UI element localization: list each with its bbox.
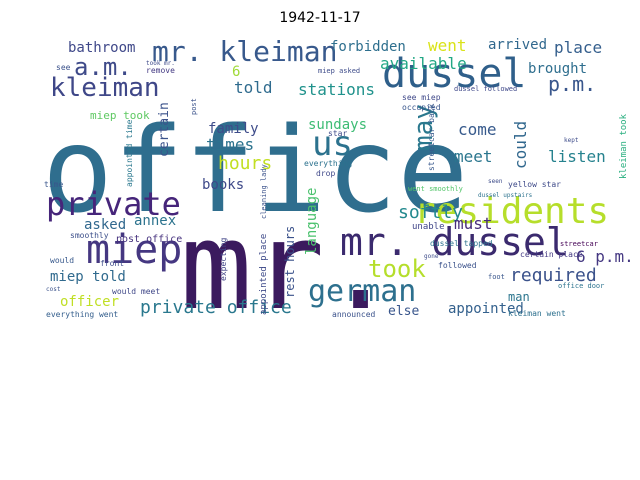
cloud-word: bathroom — [68, 40, 135, 56]
cloud-word: kleiman took — [619, 113, 629, 179]
cloud-word: forbidden — [330, 39, 406, 55]
cloud-word: rest hours — [283, 226, 297, 298]
cloud-word: office — [42, 101, 468, 239]
cloud-word: else — [388, 304, 419, 319]
cloud-word: mr. — [180, 198, 397, 319]
cloud-word: appointed — [448, 301, 524, 317]
cloud-word: post — [190, 98, 198, 115]
cloud-word: told — [234, 78, 273, 97]
cloud-word: could — [511, 121, 530, 169]
cloud-word: miep took — [90, 109, 150, 122]
cloud-word: office door — [558, 282, 604, 290]
cloud-word: see miep — [402, 93, 441, 102]
cloud-word: officer — [60, 294, 119, 310]
cloud-word: expecting — [219, 237, 228, 281]
cloud-word: remove — [146, 66, 175, 75]
cloud-word: time — [44, 180, 63, 189]
cloud-word: kleiman — [50, 73, 160, 103]
cloud-word: german — [308, 274, 416, 309]
cloud-word: annex — [134, 213, 176, 229]
cloud-word: everything — [304, 159, 352, 168]
cloud-word: required — [510, 265, 597, 286]
cloud-word: residents — [414, 191, 609, 232]
cloud-word: post office — [116, 234, 182, 245]
cloud-word: followed — [438, 261, 477, 270]
cloud-word: everything went — [46, 310, 118, 319]
cloud-word: appointed place — [259, 234, 269, 315]
cloud-word: unable — [412, 222, 445, 232]
cloud-word: brought — [528, 61, 587, 77]
cloud-word: times — [206, 135, 254, 154]
cloud-word: front — [100, 259, 124, 268]
cloud-word: gone — [424, 253, 439, 260]
chart-title: 1942-11-17 — [279, 10, 361, 26]
cloud-word: certain place — [520, 250, 583, 259]
cloud-word: drop — [316, 169, 335, 178]
cloud-word: available — [380, 54, 467, 73]
cloud-word: would meet — [112, 287, 160, 296]
cloud-word: must — [454, 214, 493, 233]
cloud-word: hours — [218, 153, 272, 174]
cloud-word: a.m. — [74, 53, 132, 81]
cloud-word: miep — [86, 227, 182, 273]
cloud-word: asked — [84, 217, 126, 233]
cloud-word: 6 — [232, 64, 240, 80]
cloud-word: private — [46, 185, 181, 223]
cloud-word: went — [428, 36, 467, 55]
cloud-word: mr. kleiman — [152, 35, 337, 68]
cloud-word: man — [508, 290, 530, 304]
cloud-word: p.m. — [548, 72, 596, 96]
cloud-word: 6 p.m. — [576, 247, 634, 266]
cloud-word: took mr. — [146, 60, 175, 67]
cloud-word: streetcar — [560, 240, 598, 248]
cloud-word: foot — [488, 273, 505, 281]
cloud-word: seen — [488, 178, 503, 185]
cloud-word: softly — [398, 202, 463, 223]
cloud-word: cost — [46, 286, 61, 293]
cloud-word: us — [312, 124, 353, 164]
cloud-word: took — [368, 255, 426, 283]
cloud-word: meet — [454, 147, 493, 166]
cloud-word: listen — [548, 147, 606, 166]
word-cloud: office mr. dussel residents mr. dussel miep pr… — [40, 33, 640, 319]
cloud-word: cleaning lady — [260, 164, 268, 219]
cloud-word: place — [554, 38, 602, 57]
cloud-word: dussel upstairs — [478, 192, 533, 199]
cloud-word: books — [202, 177, 244, 193]
cloud-word: mr. dussel — [340, 220, 569, 264]
cloud-word: yellow star — [508, 180, 561, 189]
cloud-word: certain — [157, 102, 172, 157]
cloud-word: kleiman went — [508, 309, 566, 318]
cloud-word: see — [56, 63, 71, 72]
cloud-word: smoothly — [70, 231, 109, 240]
cloud-word: kept — [564, 137, 579, 144]
cloud-word: would — [50, 256, 74, 265]
cloud-word: dussel — [382, 51, 527, 97]
cloud-word: appointed time — [125, 119, 134, 187]
cloud-word: arrived — [488, 37, 547, 53]
cloud-word: star — [328, 129, 347, 138]
cloud-word: dussel tapped — [430, 239, 493, 248]
cloud-word: miep asked — [318, 67, 360, 75]
cloud-word: announced — [332, 310, 376, 319]
cloud-word: may — [409, 104, 439, 151]
cloud-word: occupied — [402, 103, 441, 112]
cloud-word: private office — [140, 297, 292, 318]
cloud-word: sundays — [308, 117, 367, 133]
cloud-word: come — [458, 120, 497, 139]
cloud-word: miep told — [50, 269, 126, 285]
cloud-word: language — [304, 188, 320, 255]
cloud-word: family — [208, 121, 259, 137]
cloud-word: stations — [298, 80, 375, 99]
cloud-word: streetcar back — [427, 103, 436, 171]
cloud-word: went smoothly — [408, 185, 463, 193]
cloud-word: dussel followed — [454, 85, 517, 93]
